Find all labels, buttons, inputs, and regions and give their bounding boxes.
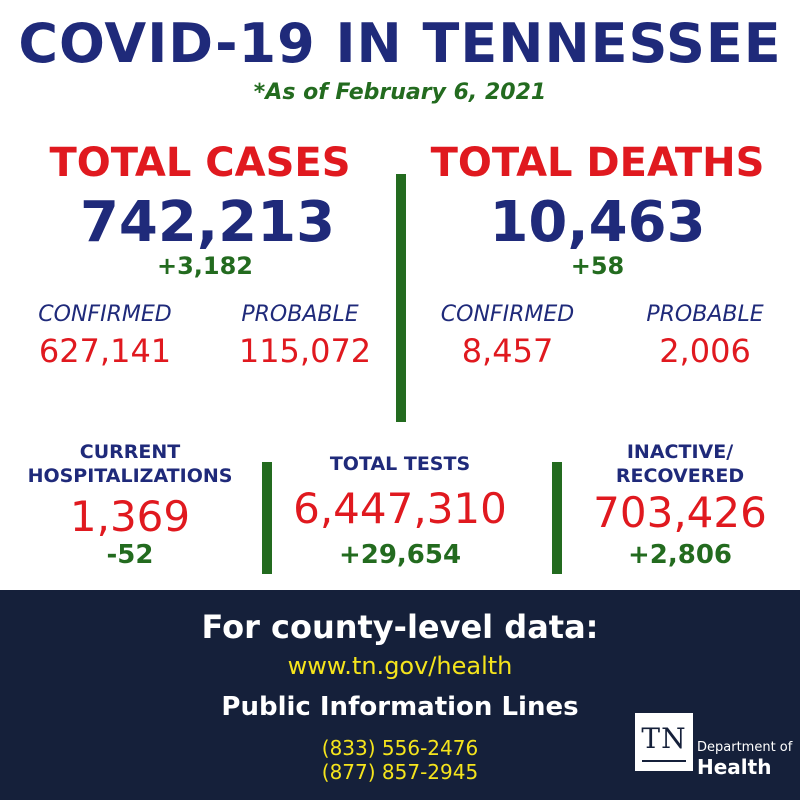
deaths-confirmed-label: CONFIRMED [440, 302, 575, 327]
total-cases-heading: TOTAL CASES [49, 140, 351, 186]
left-stat-divider [262, 462, 272, 574]
page-title: COVID-19 IN TENNESSEE [18, 12, 782, 75]
hospitalizations-label-line2: HOSPITALIZATIONS [27, 465, 233, 487]
total-deaths-heading: TOTAL DEATHS [430, 140, 765, 186]
deaths-probable-label: PROBABLE [646, 302, 764, 327]
right-stat-divider [552, 462, 562, 574]
phone-line-1: (833) 556-2476 [321, 736, 479, 760]
recovered-label: INACTIVE/ RECOVERED [570, 440, 790, 488]
recovered-label-line2: RECOVERED [615, 465, 745, 487]
recovered-value: 703,426 [593, 488, 767, 537]
phone-line-2: (877) 857-2945 [321, 760, 479, 784]
total-cases-value: 742,213 [79, 190, 336, 255]
total-tests-label: TOTAL TESTS [329, 453, 471, 475]
deaths-probable-value: 2,006 [659, 332, 751, 370]
cases-confirmed-value: 627,141 [38, 332, 172, 370]
health-url-link[interactable]: www.tn.gov/health [287, 652, 513, 680]
total-deaths-value: 10,463 [489, 190, 706, 255]
tn-logo-rule [642, 760, 686, 762]
public-info-lines-heading: Public Information Lines [221, 692, 579, 722]
total-tests-change: +29,654 [338, 540, 462, 570]
cases-probable-label: PROBABLE [241, 302, 359, 327]
hospitalizations-change: -52 [106, 540, 154, 570]
total-cases-change: +3,182 [156, 252, 254, 280]
deaths-confirmed-value: 8,457 [461, 332, 554, 370]
center-divider [396, 174, 406, 422]
logo-health-text: Health [697, 755, 772, 779]
recovered-label-line1: INACTIVE/ [626, 441, 734, 463]
tn-logo-text: TN [641, 722, 687, 755]
hospitalizations-value: 1,369 [69, 492, 191, 541]
cases-probable-value: 115,072 [238, 332, 372, 370]
total-tests-value: 6,447,310 [293, 484, 507, 533]
cases-confirmed-label: CONFIRMED [38, 302, 172, 327]
as-of-date: *As of February 6, 2021 [253, 80, 547, 105]
hospitalizations-label-line1: CURRENT [79, 441, 181, 463]
logo-department-text: Department of [697, 740, 793, 755]
tn-logo-mark: TN [635, 713, 693, 771]
county-data-heading: For county-level data: [201, 608, 599, 646]
recovered-change: +2,806 [627, 540, 733, 570]
hospitalizations-label: CURRENT HOSPITALIZATIONS [5, 440, 255, 488]
total-deaths-change: +58 [570, 252, 625, 280]
